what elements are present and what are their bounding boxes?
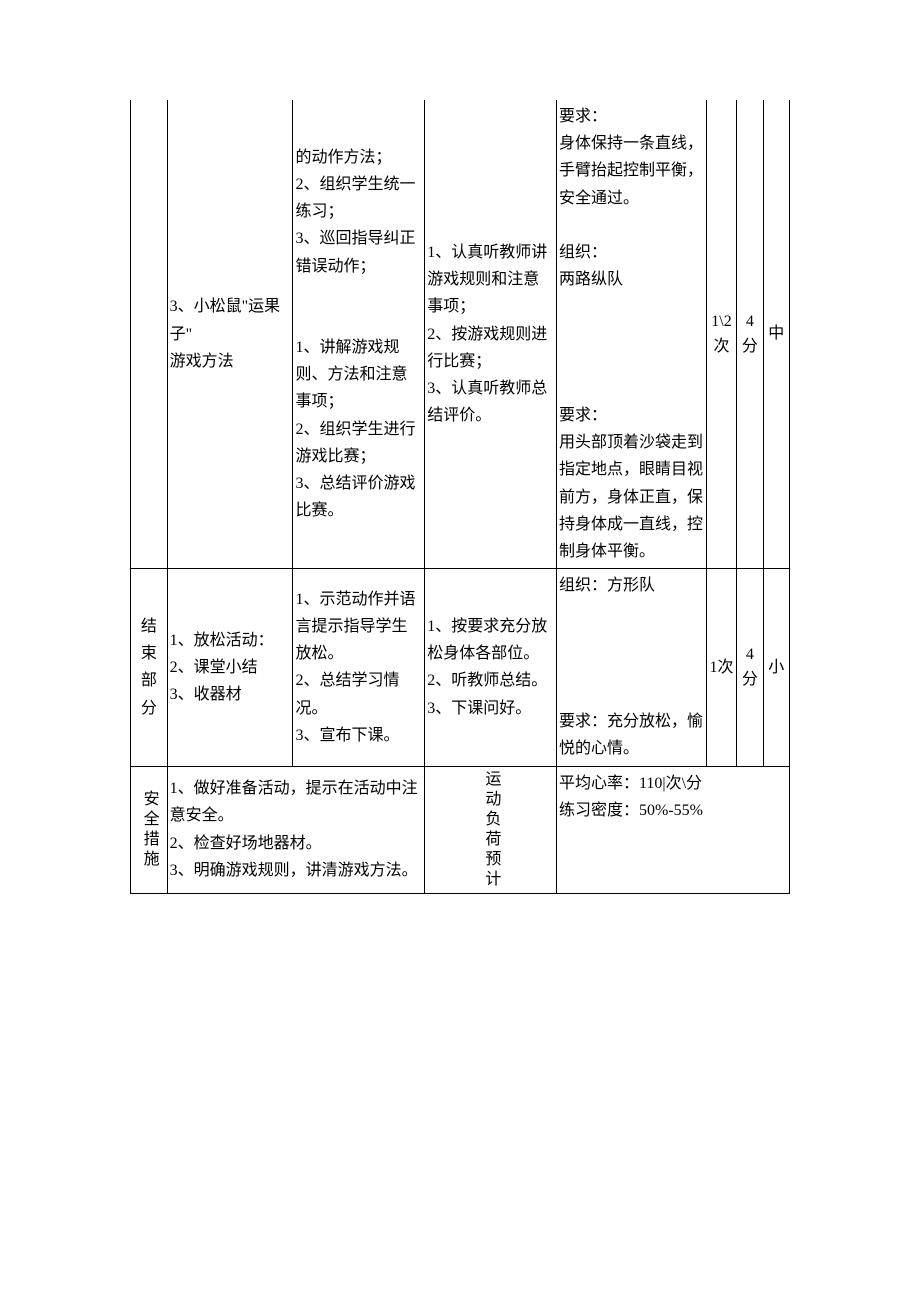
row1-col5: 要求： 身体保持一条直线，手臂抬起控制平衡，安全通过。 组织： 两路纵队 要求：… [557, 100, 707, 569]
row1-col8: 中 [763, 100, 789, 569]
row1-col2: 3、小松鼠"运果子" 游戏方法 [167, 100, 293, 569]
row2-col5: 组织：方形队 要求：充分放松，愉悦的心情。 [557, 569, 707, 766]
row1-col3: 的动作方法； 2、组织学生统一练习； 3、巡回指导纠正错误动作； 1、讲解游戏规… [293, 100, 425, 569]
row1-col1 [131, 100, 168, 569]
row2-col6: 1次 [706, 569, 736, 766]
row3-col1: 安全措施 [131, 766, 168, 893]
row3-col3: 运动负荷预计 [425, 766, 557, 893]
row1-col7: 4分 [737, 100, 763, 569]
row2-col3: 1、示范动作并语言提示指导学生放松。 2、总结学习情况。 3、宣布下课。 [293, 569, 425, 766]
row1-col6: 1\2次 [706, 100, 736, 569]
row1-col4: 1、认真听教师讲游戏规则和注意事项； 2、按游戏规则进行比赛； 3、认真听教师总… [425, 100, 557, 569]
row2-col2: 1、放松活动： 2、课堂小结 3、收器材 [167, 569, 293, 766]
row2-col8: 小 [763, 569, 789, 766]
row2-col7: 4分 [737, 569, 763, 766]
table-row: 3、小松鼠"运果子" 游戏方法 的动作方法； 2、组织学生统一练习； 3、巡回指… [131, 100, 790, 569]
table-row: 安全措施 1、做好准备活动，提示在活动中注意安全。 2、检查好场地器材。 3、明… [131, 766, 790, 893]
row2-col1: 结束部分 [131, 569, 168, 766]
row3-col4: 平均心率：110|次\分 练习密度：50%-55% [557, 766, 790, 893]
row3-col2: 1、做好准备活动，提示在活动中注意安全。 2、检查好场地器材。 3、明确游戏规则… [167, 766, 425, 893]
lesson-plan-table: 3、小松鼠"运果子" 游戏方法 的动作方法； 2、组织学生统一练习； 3、巡回指… [130, 100, 790, 894]
row2-col4: 1、按要求充分放松身体各部位。 2、听教师总结。 3、下课问好。 [425, 569, 557, 766]
table-row: 结束部分 1、放松活动： 2、课堂小结 3、收器材 1、示范动作并语言提示指导学… [131, 569, 790, 766]
